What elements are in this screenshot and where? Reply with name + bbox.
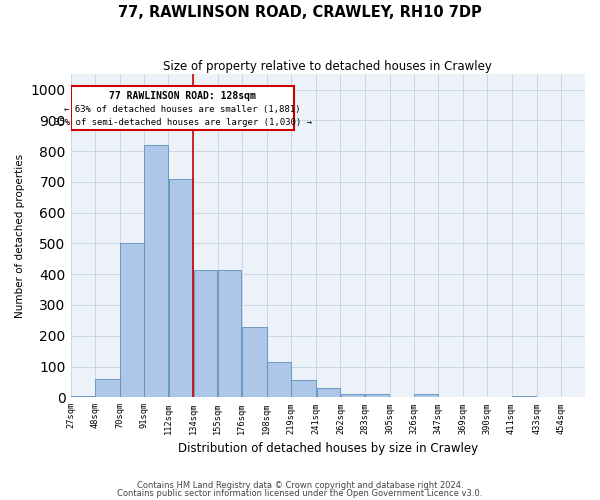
Bar: [218, 270, 241, 398]
Bar: [71, 86, 295, 130]
Bar: [71, 396, 94, 398]
X-axis label: Distribution of detached houses by size in Crawley: Distribution of detached houses by size …: [178, 442, 478, 455]
Bar: [365, 394, 389, 398]
Bar: [242, 326, 266, 398]
Text: 77 RAWLINSON ROAD: 128sqm: 77 RAWLINSON ROAD: 128sqm: [109, 92, 256, 102]
Bar: [120, 244, 143, 398]
Bar: [267, 362, 290, 398]
Text: 77, RAWLINSON ROAD, CRAWLEY, RH10 7DP: 77, RAWLINSON ROAD, CRAWLEY, RH10 7DP: [118, 5, 482, 20]
Title: Size of property relative to detached houses in Crawley: Size of property relative to detached ho…: [163, 60, 492, 73]
Bar: [317, 388, 340, 398]
Text: 35% of semi-detached houses are larger (1,030) →: 35% of semi-detached houses are larger (…: [53, 118, 311, 126]
Bar: [414, 394, 437, 398]
Bar: [292, 380, 316, 398]
Y-axis label: Number of detached properties: Number of detached properties: [15, 154, 25, 318]
Bar: [95, 379, 119, 398]
Text: Contains public sector information licensed under the Open Government Licence v3: Contains public sector information licen…: [118, 489, 482, 498]
Bar: [194, 270, 217, 398]
Bar: [341, 394, 364, 398]
Bar: [145, 145, 168, 398]
Text: Contains HM Land Registry data © Crown copyright and database right 2024.: Contains HM Land Registry data © Crown c…: [137, 480, 463, 490]
Bar: [512, 396, 536, 398]
Bar: [169, 179, 193, 398]
Text: ← 63% of detached houses are smaller (1,881): ← 63% of detached houses are smaller (1,…: [64, 106, 301, 114]
